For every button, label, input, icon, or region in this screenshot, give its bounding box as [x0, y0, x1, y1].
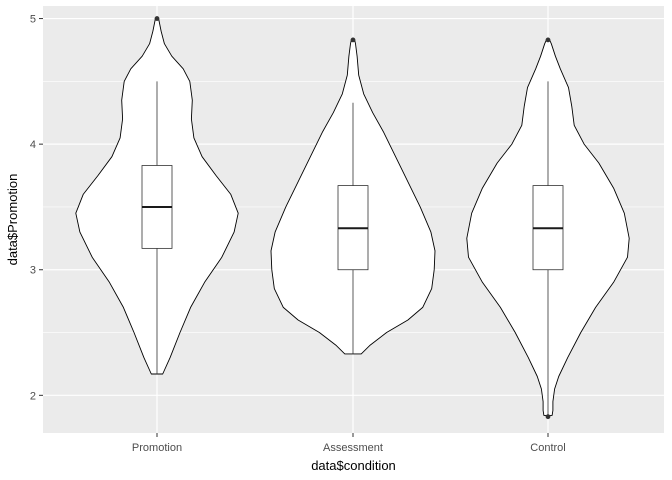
- violin-layer: [75, 16, 630, 420]
- outlier-point: [350, 37, 356, 43]
- outlier-point: [154, 16, 160, 21]
- x-axis: Promotion Assessment Control: [132, 433, 566, 454]
- x-tick-label: Control: [530, 442, 565, 454]
- y-tick-label: 3: [30, 265, 36, 277]
- violin-group: [466, 37, 630, 420]
- y-tick-label: 4: [30, 139, 36, 151]
- violin-group: [75, 16, 239, 375]
- y-tick-label: 5: [30, 14, 36, 26]
- y-axis-title: data$Promotion: [5, 174, 20, 266]
- outlier-point: [545, 37, 551, 43]
- x-tick-label: Assessment: [323, 442, 383, 454]
- y-axis: 2 3 4 5: [30, 14, 43, 402]
- x-tick-label: Promotion: [132, 442, 182, 454]
- outlier-point: [545, 414, 551, 420]
- violin-group: [270, 37, 436, 355]
- y-tick-label: 2: [30, 390, 36, 402]
- x-axis-title: data$condition: [311, 458, 396, 473]
